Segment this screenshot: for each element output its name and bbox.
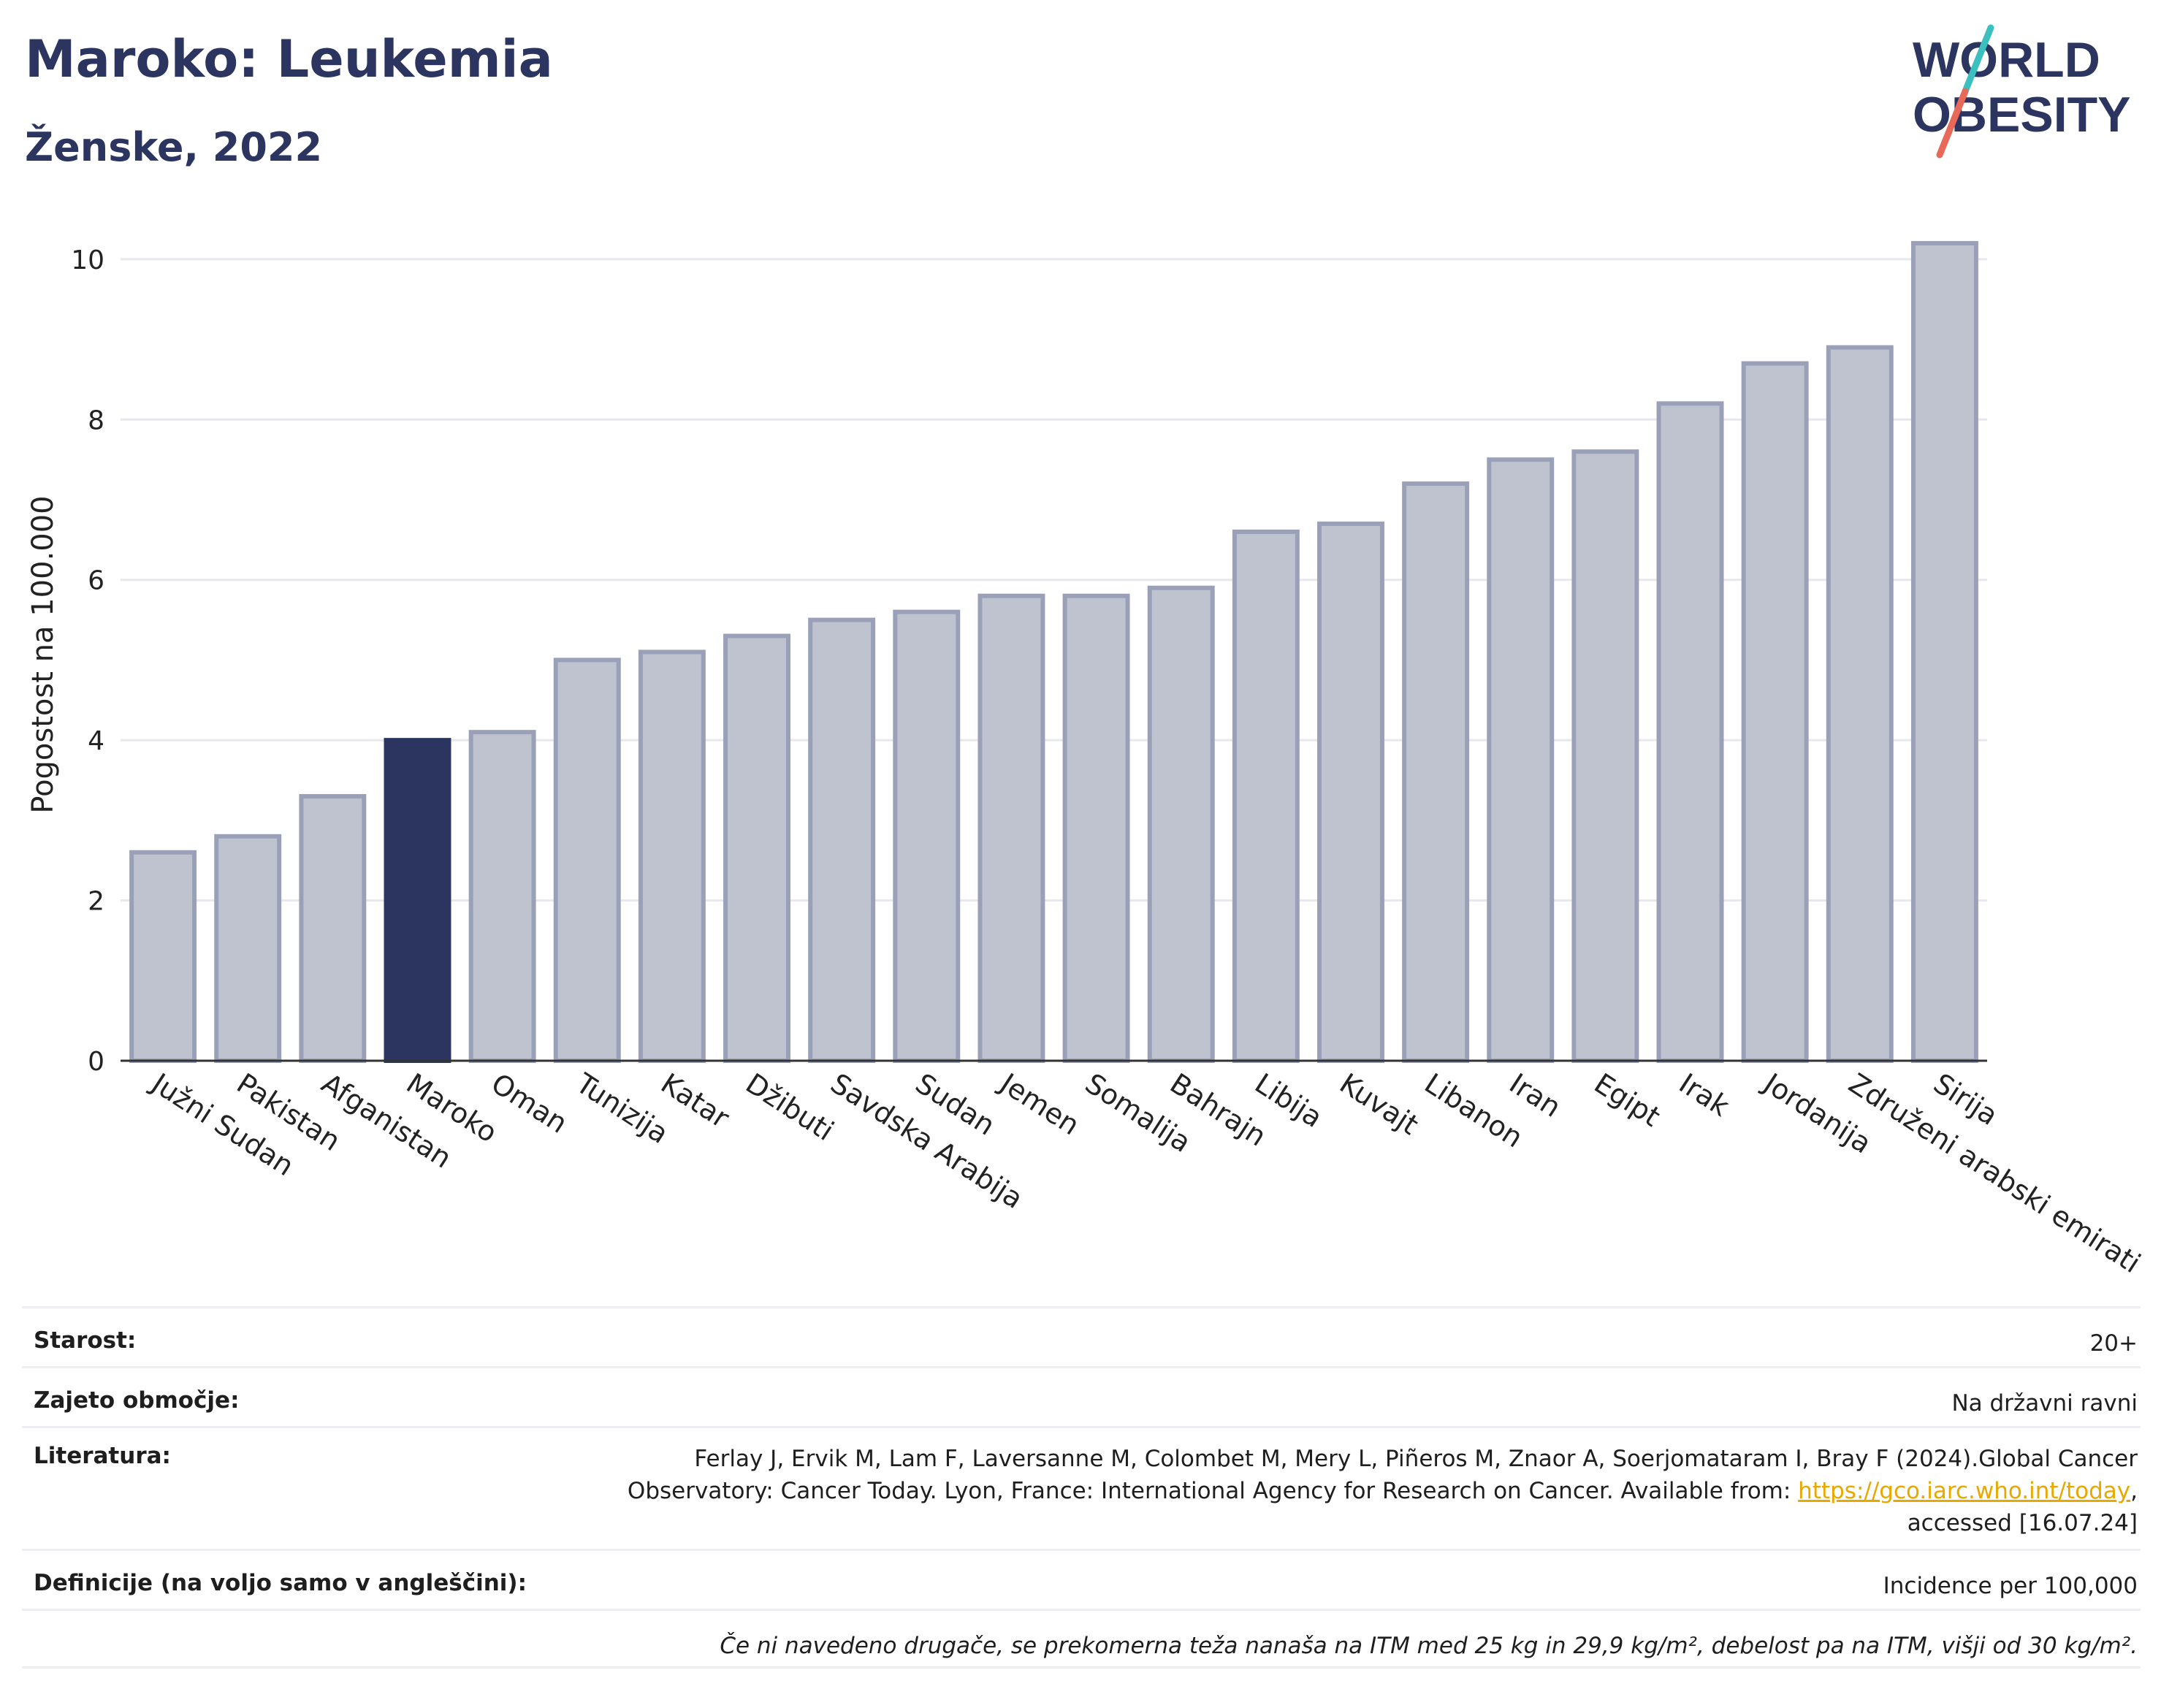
meta-row-area: Zajeto območje: Na državni ravni xyxy=(22,1366,2141,1426)
literature-label: Literatura: xyxy=(34,1443,171,1469)
definitions-value: Incidence per 100,000 xyxy=(1883,1573,2138,1599)
x-tick-label: Kuvajt xyxy=(1334,1067,1424,1141)
x-tick-label: Oman xyxy=(486,1067,573,1140)
x-tick-label: Iran xyxy=(1503,1067,1566,1124)
logo-slash-bottom xyxy=(1936,88,1969,159)
bar xyxy=(977,593,1045,1063)
y-tick-label: 4 xyxy=(88,726,104,756)
bar xyxy=(1402,481,1470,1063)
literature-line3: accessed [16.07.24] xyxy=(1907,1510,2138,1536)
x-tick-label: Egipt xyxy=(1588,1067,1666,1133)
bar xyxy=(1487,457,1555,1063)
bar xyxy=(638,649,706,1063)
literature-line1: Ferlay J, Ervik M, Lam F, Laversanne M, … xyxy=(694,1446,2138,1472)
area-value: Na državni ravni xyxy=(1951,1390,2138,1417)
meta-row-literature: Literatura: Ferlay J, Ervik M, Lam F, La… xyxy=(22,1426,2141,1549)
x-tick-label: Južni Sudan xyxy=(145,1067,300,1183)
meta-row-definitions: Definicije (na voljo samo v angleščini):… xyxy=(22,1549,2141,1609)
bar xyxy=(808,617,876,1063)
meta-row-age: Starost: 20+ xyxy=(22,1306,2141,1366)
metadata-table: Starost: 20+ Zajeto območje: Na državni … xyxy=(22,1306,2141,1669)
bar xyxy=(1062,593,1130,1063)
bar xyxy=(723,633,790,1063)
logo-line1: WORLD xyxy=(1913,32,2100,88)
y-tick-label: 0 xyxy=(88,1047,104,1077)
x-tick-label: Džibuti xyxy=(740,1067,839,1148)
age-label: Starost: xyxy=(34,1327,137,1354)
age-value: 20+ xyxy=(2089,1330,2138,1357)
x-tick-label: Jemen xyxy=(994,1067,1086,1142)
literature-value: Ferlay J, Ervik M, Lam F, Laversanne M, … xyxy=(628,1443,2138,1539)
chart-title: Maroko: Leukemia xyxy=(25,29,553,89)
y-tick-label: 8 xyxy=(88,405,104,435)
meta-row-note: Če ni navedeno drugače, se prekomerna te… xyxy=(22,1609,2141,1669)
bar xyxy=(1232,529,1300,1063)
definitions-label: Definicije (na voljo samo v angleščini): xyxy=(34,1570,527,1596)
x-tick-label: Irak xyxy=(1674,1067,1735,1123)
y-tick-label: 6 xyxy=(88,566,104,596)
area-label: Zajeto območje: xyxy=(34,1387,240,1414)
bar xyxy=(129,850,197,1063)
bar xyxy=(468,730,536,1064)
bar xyxy=(1741,361,1809,1063)
logo-slash-top xyxy=(1962,24,1994,95)
bar xyxy=(1571,449,1639,1063)
bar xyxy=(553,657,621,1063)
literature-link[interactable]: https://gco.iarc.who.int/today xyxy=(1798,1478,2131,1504)
y-axis-label: Pogostost na 100.000 xyxy=(26,495,60,813)
y-tick-label: 10 xyxy=(71,245,104,275)
chart-subtitle: Ženske, 2022 xyxy=(25,124,323,170)
bar xyxy=(299,793,367,1063)
bar xyxy=(214,834,282,1064)
x-tick-label: Tunizija xyxy=(570,1067,674,1150)
bar xyxy=(893,609,961,1063)
bar xyxy=(1910,240,1978,1063)
literature-comma: , xyxy=(2130,1478,2138,1504)
y-tick-label: 2 xyxy=(88,887,104,917)
literature-line2: Observatory: Cancer Today. Lyon, France:… xyxy=(627,1478,1799,1504)
bar-highlight xyxy=(384,738,451,1064)
obesity-note: Če ni navedeno drugače, se prekomerna te… xyxy=(720,1633,2138,1659)
bar xyxy=(1826,345,1894,1063)
bar xyxy=(1317,521,1384,1063)
world-obesity-logo: WORLD OBESITY xyxy=(1913,24,2131,159)
bar xyxy=(1656,401,1724,1063)
bar xyxy=(1147,585,1215,1063)
